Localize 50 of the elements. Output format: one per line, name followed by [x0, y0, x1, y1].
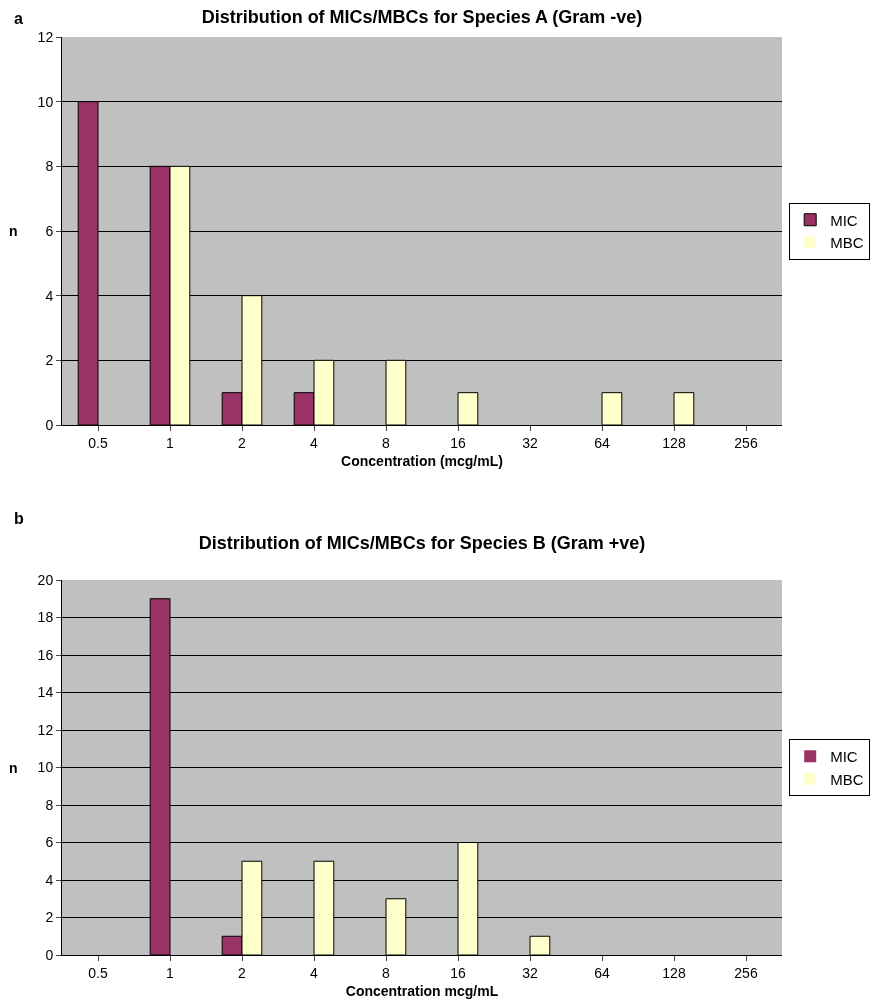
x-tick-label: 2: [238, 434, 247, 451]
x-tick-label: 64: [594, 964, 610, 981]
y-tick-label: 0: [45, 416, 54, 433]
x-tick-label: 4: [310, 434, 319, 451]
x-tick-label: 32: [522, 964, 538, 981]
y-tick-label: 18: [37, 609, 54, 626]
x-tick-label: 16: [450, 964, 466, 981]
y-tick-label: 4: [45, 287, 54, 304]
y-tick-label: 12: [37, 28, 54, 45]
text: b: [14, 510, 24, 527]
y-tick-label: 10: [37, 93, 54, 110]
x-tick-label: 1: [166, 964, 175, 981]
y-tick-label: 14: [37, 684, 54, 701]
x-tick-label: 128: [662, 434, 686, 451]
x-tick-label: 0.5: [88, 964, 108, 981]
y-axis-title: n: [9, 760, 18, 776]
y-tick-label: 4: [45, 871, 54, 888]
text: a: [14, 10, 23, 27]
x-axis-title: Concentration mcg/mL: [345, 983, 499, 1000]
y-tick-label: 2: [45, 352, 54, 369]
y-tick-label: 6: [45, 834, 54, 851]
x-tick-label: 32: [522, 434, 538, 451]
chart-title: Distribution of MICs/MBCs for Species B (Gram +ve): [198, 532, 646, 553]
x-tick-label: 8: [382, 964, 391, 981]
y-tick-label: 8: [45, 158, 54, 175]
legend-label: MBC: [830, 234, 864, 252]
y-tick-label: 8: [45, 796, 54, 813]
legend-label: MBC: [830, 770, 864, 788]
x-tick-label: 4: [310, 964, 319, 981]
y-tick-label: 12: [37, 721, 54, 738]
x-tick-label: 128: [662, 964, 686, 981]
y-tick-label: 20: [37, 571, 54, 588]
x-tick-label: 0.5: [88, 434, 108, 451]
x-tick-label: 256: [734, 964, 758, 981]
y-axis-title: n: [9, 223, 18, 239]
y-tick-label: 0: [45, 946, 54, 963]
y-tick-label: 2: [45, 909, 54, 926]
y-tick-label: 10: [37, 759, 54, 776]
x-axis-title: Concentration (mcg/mL): [341, 453, 503, 470]
x-tick-label: 16: [450, 434, 466, 451]
y-tick-label: 6: [45, 222, 54, 239]
chart-title: Distribution of MICs/MBCs for Species A (Gram -ve): [201, 6, 643, 27]
x-tick-label: 8: [382, 434, 391, 451]
legend-label: MIC: [830, 748, 858, 766]
legend-label: MIC: [830, 211, 858, 229]
y-tick-label: 16: [37, 646, 54, 663]
x-tick-label: 1: [166, 434, 175, 451]
x-tick-label: 64: [594, 434, 610, 451]
x-tick-label: 2: [238, 964, 247, 981]
x-tick-label: 256: [734, 434, 758, 451]
